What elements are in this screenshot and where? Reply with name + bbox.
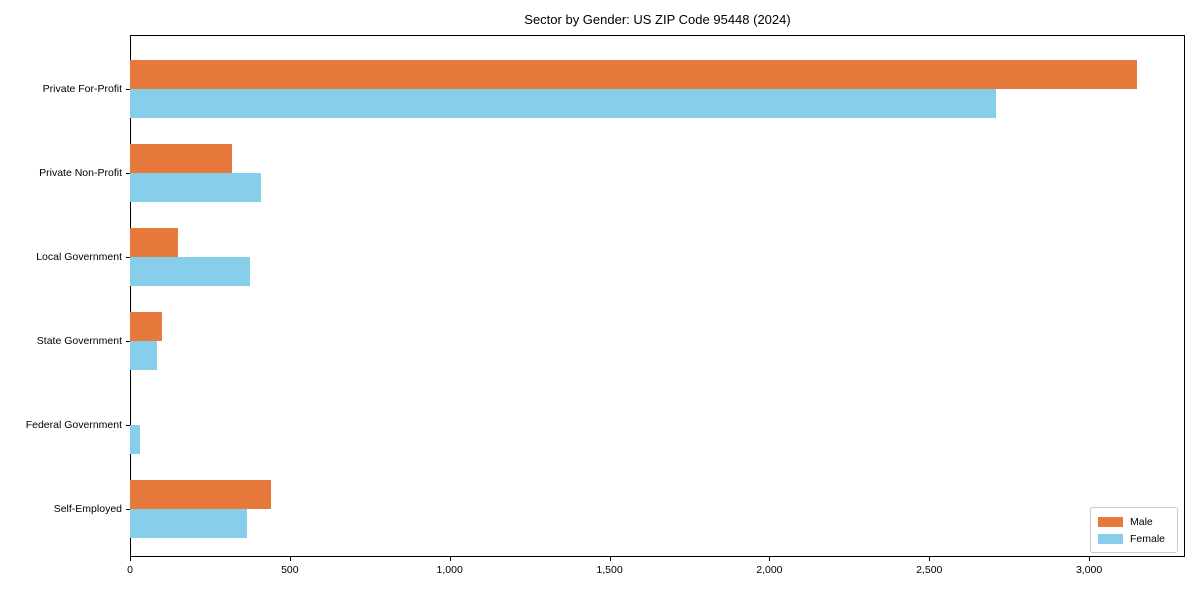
bar-female-2 — [130, 173, 262, 202]
x-tick-mark — [289, 557, 291, 561]
x-tick-mark — [130, 557, 131, 561]
bar-male-3 — [130, 228, 178, 257]
y-tick-mark — [126, 257, 130, 258]
bar-female-3 — [130, 257, 250, 286]
y-tick-mark — [126, 89, 130, 90]
x-tick-label: 0 — [127, 564, 133, 576]
x-tick-mark — [609, 557, 611, 561]
x-tick-label: 1,000 — [436, 564, 463, 576]
bar-female-6 — [130, 509, 247, 538]
male-series-swatch-icon — [1098, 516, 1123, 527]
y-tick-label: Private For-Profit — [42, 83, 122, 95]
x-tick-label: 2,000 — [756, 564, 783, 576]
x-tick-mark — [449, 557, 451, 561]
bar-male-6 — [130, 480, 271, 509]
legend: Male Female — [1090, 507, 1178, 553]
legend-label-female: Female — [1130, 532, 1166, 545]
female-series-swatch-icon — [1098, 533, 1123, 544]
y-tick-mark — [126, 509, 130, 510]
bar-male-1 — [130, 60, 1138, 89]
y-tick-label: Private Non-Profit — [39, 167, 122, 179]
x-tick-label: 500 — [281, 564, 299, 576]
x-tick-label: 1,500 — [596, 564, 623, 576]
bar-male-2 — [130, 144, 233, 173]
legend-entry-male: Male — [1098, 513, 1170, 530]
x-tick-mark — [929, 557, 931, 561]
y-tick-label: Self-Employed — [53, 503, 122, 515]
x-tick-mark — [1089, 557, 1091, 561]
y-tick-mark — [126, 173, 130, 174]
legend-label-male: Male — [1130, 515, 1153, 528]
bar-male-4 — [130, 312, 162, 341]
legend-entry-female: Female — [1098, 530, 1170, 547]
x-tick-mark — [769, 557, 771, 561]
plot-area — [130, 35, 1185, 557]
x-tick-label: 3,000 — [1075, 564, 1103, 576]
y-tick-mark — [126, 425, 130, 426]
y-tick-mark — [126, 341, 130, 342]
bar-female-1 — [130, 89, 997, 118]
bar-female-4 — [130, 341, 158, 370]
y-tick-label: State Government — [36, 335, 122, 347]
y-tick-label: Federal Government — [25, 419, 122, 431]
chart-title: Sector by Gender: US ZIP Code 95448 (202… — [524, 12, 791, 27]
x-tick-label: 2,500 — [916, 564, 943, 576]
y-tick-label: Local Government — [36, 251, 122, 263]
bar-female-5 — [130, 425, 140, 454]
